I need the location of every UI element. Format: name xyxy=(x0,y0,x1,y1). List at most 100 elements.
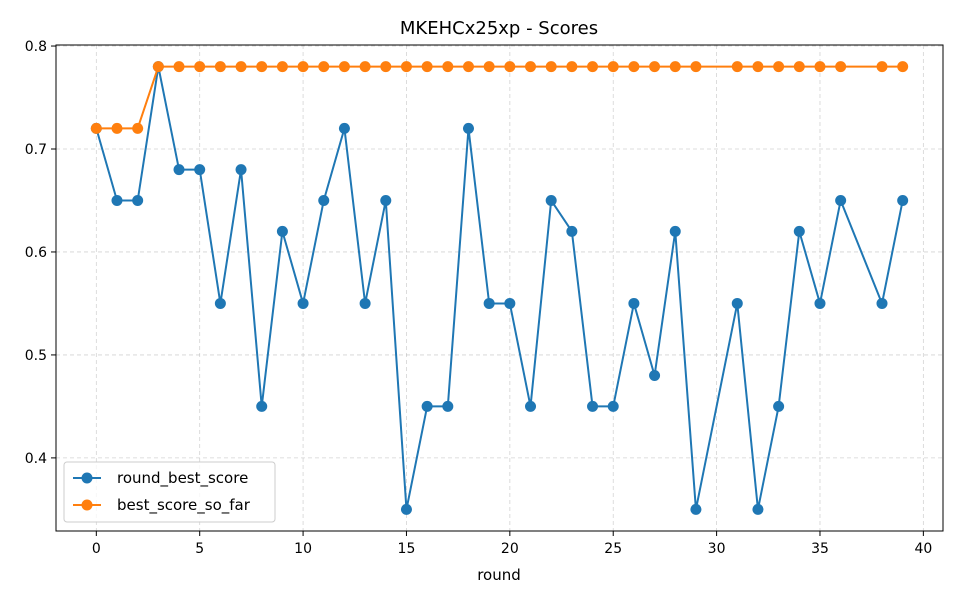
x-tick-label: 35 xyxy=(811,541,829,557)
data-point-round_best_score xyxy=(462,122,474,134)
data-point-round_best_score xyxy=(690,503,702,515)
series-round_best_score xyxy=(90,61,909,515)
data-point-round_best_score xyxy=(421,400,433,412)
data-point-best_score_so_far xyxy=(214,61,226,73)
data-point-best_score_so_far xyxy=(276,61,288,73)
data-point-best_score_so_far xyxy=(173,61,185,73)
data-point-best_score_so_far xyxy=(235,61,247,73)
x-tick-label: 20 xyxy=(501,541,519,557)
x-tick-label: 0 xyxy=(92,541,101,557)
data-point-round_best_score xyxy=(111,194,123,206)
legend: round_best_score best_score_so_far xyxy=(63,461,276,523)
data-point-best_score_so_far xyxy=(773,61,785,73)
data-point-round_best_score xyxy=(359,297,371,309)
x-tick-label: 40 xyxy=(914,541,932,557)
data-point-best_score_so_far xyxy=(669,61,681,73)
plot-frame xyxy=(55,44,944,532)
data-point-round_best_score xyxy=(628,297,640,309)
data-point-round_best_score xyxy=(442,400,454,412)
data-point-round_best_score xyxy=(649,370,661,382)
data-point-best_score_so_far xyxy=(442,61,454,73)
data-point-best_score_so_far xyxy=(628,61,640,73)
data-point-round_best_score xyxy=(587,400,599,412)
data-point-best_score_so_far xyxy=(607,61,619,73)
data-point-best_score_so_far xyxy=(752,61,764,73)
data-point-best_score_so_far xyxy=(194,61,206,73)
y-tick-label: 0.5 xyxy=(25,348,47,364)
x-tick-label: 15 xyxy=(398,541,416,557)
data-point-round_best_score xyxy=(793,225,805,237)
data-point-round_best_score xyxy=(897,194,909,206)
data-point-best_score_so_far xyxy=(318,61,330,73)
series-line-best_score_so_far xyxy=(96,65,903,130)
data-point-round_best_score xyxy=(173,164,185,176)
y-tick-label: 0.7 xyxy=(25,142,47,158)
data-point-best_score_so_far xyxy=(793,61,805,73)
data-point-round_best_score xyxy=(525,400,537,412)
data-point-round_best_score xyxy=(504,297,516,309)
data-point-best_score_so_far xyxy=(297,61,309,73)
data-point-round_best_score xyxy=(773,400,785,412)
data-point-best_score_so_far xyxy=(152,61,164,73)
data-point-round_best_score xyxy=(318,194,330,206)
data-point-round_best_score xyxy=(835,194,847,206)
data-point-best_score_so_far xyxy=(814,61,826,73)
legend-box xyxy=(63,461,276,523)
data-point-best_score_so_far xyxy=(359,61,371,73)
data-point-round_best_score xyxy=(256,400,268,412)
data-point-best_score_so_far xyxy=(876,61,888,73)
x-tick-label: 5 xyxy=(195,541,204,557)
chart-title: MKEHCx25xp - Scores xyxy=(400,18,598,39)
legend-label-1: round_best_score xyxy=(117,469,248,488)
data-point-round_best_score xyxy=(235,164,247,176)
data-point-best_score_so_far xyxy=(90,122,102,134)
data-point-best_score_so_far xyxy=(545,61,557,73)
data-point-best_score_so_far xyxy=(462,61,474,73)
data-point-round_best_score xyxy=(731,297,743,309)
data-point-best_score_so_far xyxy=(256,61,268,73)
data-point-round_best_score xyxy=(607,400,619,412)
data-point-round_best_score xyxy=(545,194,557,206)
data-point-best_score_so_far xyxy=(649,61,661,73)
data-point-best_score_so_far xyxy=(338,61,350,73)
data-point-round_best_score xyxy=(297,297,309,309)
data-point-best_score_so_far xyxy=(566,61,578,73)
legend-swatch-marker-1 xyxy=(81,472,93,484)
grid xyxy=(56,45,943,531)
data-point-round_best_score xyxy=(194,164,206,176)
data-point-round_best_score xyxy=(276,225,288,237)
data-point-best_score_so_far xyxy=(483,61,495,73)
data-point-round_best_score xyxy=(483,297,495,309)
data-point-best_score_so_far xyxy=(132,122,144,134)
data-point-round_best_score xyxy=(669,225,681,237)
y-tick-label: 0.4 xyxy=(25,451,47,467)
legend-label-2: best_score_so_far xyxy=(117,496,251,515)
data-point-best_score_so_far xyxy=(504,61,516,73)
data-point-best_score_so_far xyxy=(897,61,909,73)
data-point-round_best_score xyxy=(338,122,350,134)
data-point-round_best_score xyxy=(380,194,392,206)
x-tick-label: 10 xyxy=(294,541,312,557)
data-point-round_best_score xyxy=(132,194,144,206)
data-point-round_best_score xyxy=(214,297,226,309)
series-line-round_best_score xyxy=(95,65,904,511)
data-point-best_score_so_far xyxy=(380,61,392,73)
series-layer xyxy=(90,61,909,515)
data-point-best_score_so_far xyxy=(587,61,599,73)
data-point-best_score_so_far xyxy=(421,61,433,73)
data-point-round_best_score xyxy=(876,297,888,309)
y-tick-label: 0.8 xyxy=(25,39,47,55)
y-tick-label: 0.6 xyxy=(25,245,47,261)
data-point-round_best_score xyxy=(566,225,578,237)
data-point-best_score_so_far xyxy=(111,122,123,134)
x-axis-ticks: 0 5 10 15 20 25 30 35 40 xyxy=(92,531,932,557)
data-point-round_best_score xyxy=(814,297,826,309)
y-axis-ticks: 0.4 0.5 0.6 0.7 0.8 xyxy=(25,39,56,467)
data-point-best_score_so_far xyxy=(690,61,702,73)
data-point-best_score_so_far xyxy=(731,61,743,73)
x-tick-label: 25 xyxy=(604,541,622,557)
data-point-round_best_score xyxy=(752,503,764,515)
data-point-best_score_so_far xyxy=(525,61,537,73)
legend-swatch-marker-2 xyxy=(81,499,93,511)
